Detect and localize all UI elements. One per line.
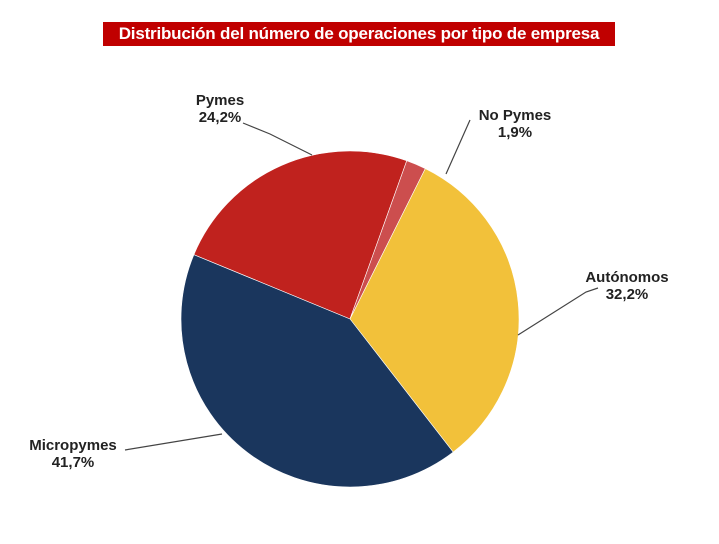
slice-value-label: 32,2% bbox=[606, 286, 649, 303]
slice-name-label: Micropymes bbox=[29, 437, 117, 454]
pie-slice-autonomos bbox=[349, 168, 520, 453]
slice-value-label: 24,2% bbox=[199, 109, 242, 126]
pie-slices bbox=[180, 150, 520, 488]
pie-slice-micropymes bbox=[180, 254, 454, 488]
leader-line bbox=[242, 122, 313, 156]
leader-line bbox=[445, 119, 471, 175]
slice-value-label: 1,9% bbox=[498, 124, 532, 141]
pie-slice-pymes bbox=[193, 150, 408, 320]
slice-name-label: Pymes bbox=[196, 92, 244, 109]
leader-line bbox=[124, 433, 223, 451]
slice-value-label: 41,7% bbox=[52, 454, 95, 471]
slice-name-label: Autónomos bbox=[585, 269, 668, 286]
slice-name-label: No Pymes bbox=[479, 107, 552, 124]
chart-title: Distribución del número de operaciones p… bbox=[103, 22, 615, 46]
leader-line bbox=[517, 287, 599, 336]
leader-lines bbox=[124, 119, 599, 451]
